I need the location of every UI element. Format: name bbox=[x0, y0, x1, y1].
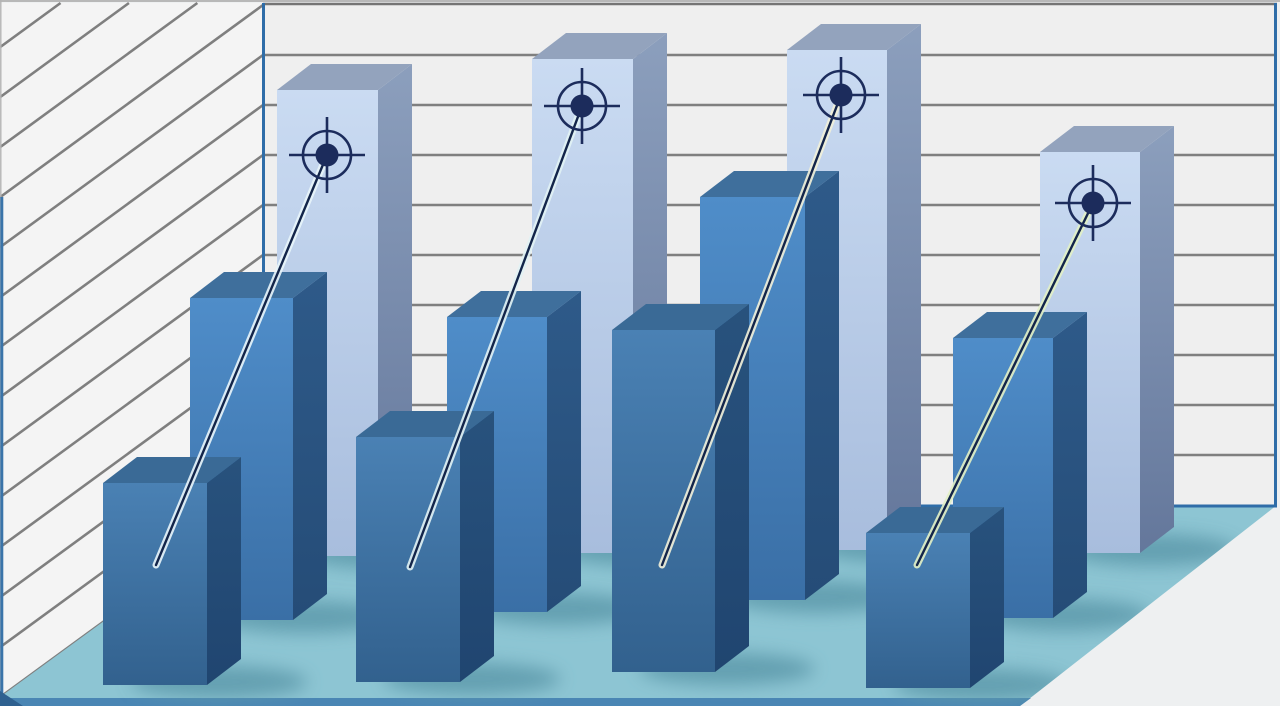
pointer-line bbox=[913, 199, 1097, 569]
pointer-line bbox=[658, 91, 845, 569]
bar-top-face bbox=[277, 64, 412, 90]
floor-corner-wedge bbox=[0, 691, 23, 706]
target-crosshair-icon bbox=[544, 68, 620, 144]
bar-side-face bbox=[970, 507, 1004, 688]
bar-top-face bbox=[447, 291, 581, 317]
bar-top-face bbox=[532, 33, 667, 59]
bar-top-face bbox=[612, 304, 749, 330]
floor-front-edge bbox=[0, 698, 1031, 706]
bar-group-1-front bbox=[103, 457, 241, 685]
bar-top-face bbox=[787, 24, 921, 50]
pointer-line-core bbox=[154, 153, 329, 567]
bar-top-face bbox=[953, 312, 1087, 338]
bar-top-face bbox=[103, 457, 241, 483]
bar-side-face bbox=[1053, 312, 1087, 618]
crosshair-ring bbox=[1067, 177, 1119, 229]
bar-group-3 bbox=[612, 24, 921, 672]
crosshairs-layer bbox=[289, 57, 1131, 241]
side-wall-grid-line bbox=[0, 1, 130, 99]
bar-group-3-front bbox=[612, 304, 749, 672]
crosshair-ring bbox=[815, 69, 867, 121]
bar-top-face bbox=[1040, 126, 1174, 152]
bar-side-face bbox=[460, 411, 494, 682]
pointer-line-core bbox=[915, 201, 1095, 567]
bar-side-face bbox=[293, 272, 327, 620]
bar-group-1 bbox=[103, 64, 412, 685]
pointer-line bbox=[152, 151, 331, 569]
crosshair-ring bbox=[556, 80, 608, 132]
side-wall-grid-line bbox=[0, 53, 264, 249]
side-wall-grid-line bbox=[0, 103, 264, 299]
pointer-lines-layer bbox=[152, 91, 1097, 571]
target-crosshair-icon bbox=[1055, 165, 1131, 241]
side-wall-grid-line bbox=[0, 3, 264, 199]
crosshair-center-dot bbox=[315, 143, 339, 167]
target-crosshair-icon bbox=[803, 57, 879, 133]
bar-top-face bbox=[190, 272, 327, 298]
bar-front-face bbox=[612, 330, 715, 672]
pointer-line-core bbox=[408, 104, 584, 569]
bar-side-face bbox=[1140, 126, 1174, 553]
bar-group-2-front bbox=[356, 411, 494, 682]
crosshair-center-dot bbox=[1081, 191, 1105, 215]
side-wall-grid-line bbox=[0, 203, 264, 399]
crosshair-ring bbox=[301, 129, 353, 181]
crosshair-center-dot bbox=[570, 94, 594, 118]
bar-side-face bbox=[547, 291, 581, 612]
bar-side-face bbox=[805, 171, 839, 600]
pointer-line-core bbox=[660, 93, 843, 567]
side-wall-grid-line bbox=[0, 153, 264, 349]
side-wall-grid-line bbox=[0, 1, 62, 49]
side-wall-grid-line bbox=[0, 1, 199, 149]
target-crosshair-icon bbox=[289, 117, 365, 193]
bar-front-face bbox=[103, 483, 207, 685]
bars-layer bbox=[103, 24, 1174, 688]
bar-side-face bbox=[207, 457, 241, 685]
bar-side-face bbox=[887, 24, 921, 550]
crosshair-center-dot bbox=[829, 83, 853, 107]
pointer-line bbox=[406, 102, 586, 571]
